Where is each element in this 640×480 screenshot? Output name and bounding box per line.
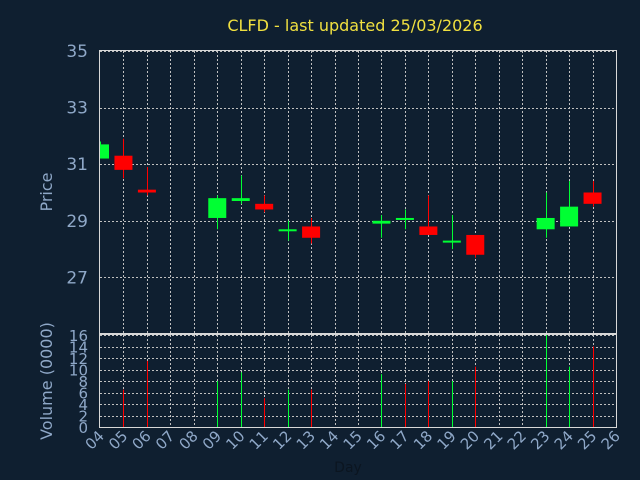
candle-body: [137, 189, 156, 193]
volume-tick-label: 4: [78, 396, 88, 414]
candle-body: [278, 229, 297, 232]
price-tick-label: 35: [66, 42, 88, 62]
price-tick-label: 33: [66, 99, 88, 119]
price-axis-label: Price: [37, 172, 56, 211]
candle-body: [372, 220, 391, 224]
candle-body: [466, 234, 485, 255]
price-axis-ticks: 35 33 31 29 27: [66, 42, 88, 288]
candle-body: [114, 155, 133, 170]
candle-body: [583, 192, 602, 204]
volume-plot-frame: [99, 334, 617, 428]
candle-body: [100, 144, 109, 159]
volume-tick-label: 16: [69, 327, 88, 345]
volume-axis-label: Volume (0000): [37, 322, 56, 440]
volume-bars: [123, 335, 594, 427]
day-axis-ticks: 0405060708091011121314151617181920212223…: [82, 427, 624, 453]
volume-tick-label: 2: [78, 408, 88, 426]
candle-body: [208, 198, 227, 218]
candle-body: [395, 217, 414, 220]
price-tick-label: 29: [66, 212, 88, 232]
volume-tick-label: 0: [78, 419, 88, 437]
candle-body: [442, 240, 461, 243]
chart-title: CLFD - last updated 25/03/2026: [227, 16, 482, 35]
volume-tick-label: 6: [78, 385, 88, 403]
price-plot-frame: [99, 50, 617, 334]
candle-body: [419, 226, 438, 235]
candle-body: [560, 206, 579, 227]
price-tick-label: 31: [66, 155, 88, 175]
volume-tick-label: 12: [69, 350, 88, 368]
volume-tick-label: 10: [69, 362, 88, 380]
volume-tick-label: 14: [69, 339, 88, 357]
candle-body: [231, 198, 250, 201]
volume-tick-label: 8: [78, 373, 88, 391]
candle-body: [536, 217, 555, 230]
candle-body: [302, 226, 321, 238]
price-candles: [100, 138, 602, 258]
day-axis-label: Day: [334, 460, 362, 476]
candle-body: [255, 203, 274, 210]
price-tick-label: 27: [66, 268, 88, 288]
